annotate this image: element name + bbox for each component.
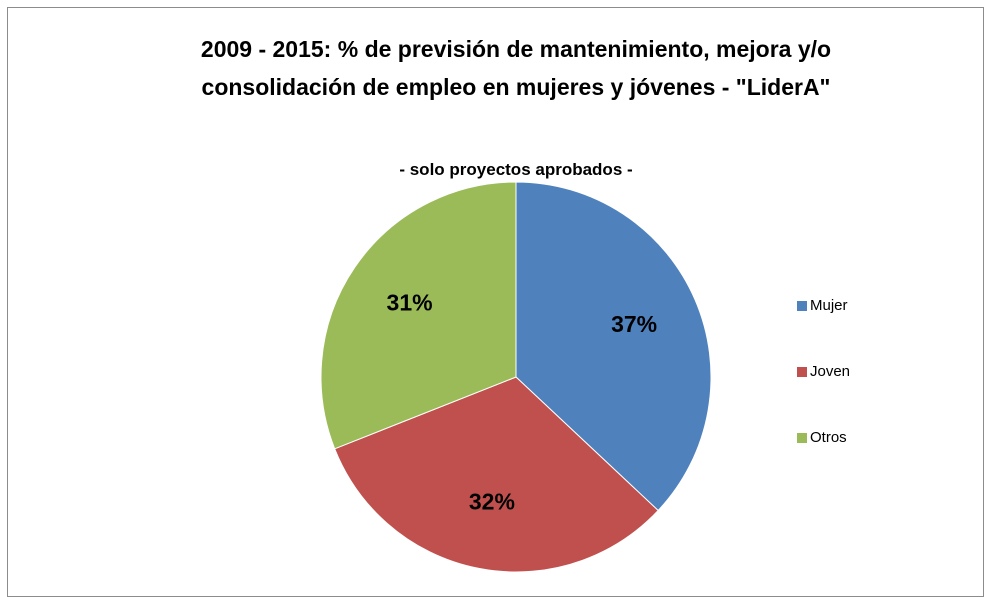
slice-label: 32% — [469, 488, 515, 514]
pie-slice — [334, 376, 659, 573]
pie-slice — [515, 181, 712, 512]
slice-label: 37% — [611, 311, 657, 337]
legend-swatch — [797, 367, 807, 377]
pie-slice — [320, 181, 517, 450]
slice-label: 31% — [387, 290, 433, 316]
legend-label: Joven — [810, 363, 850, 380]
legend-swatch — [797, 301, 807, 311]
legend-label: Mujer — [810, 297, 848, 314]
chart-subtitle: - solo proyectos aprobados - — [399, 160, 633, 179]
legend-label: Otros — [810, 429, 847, 446]
chart-title: 2009 - 2015: % de previsión de mantenimi… — [200, 36, 832, 100]
legend-swatch — [797, 433, 807, 443]
